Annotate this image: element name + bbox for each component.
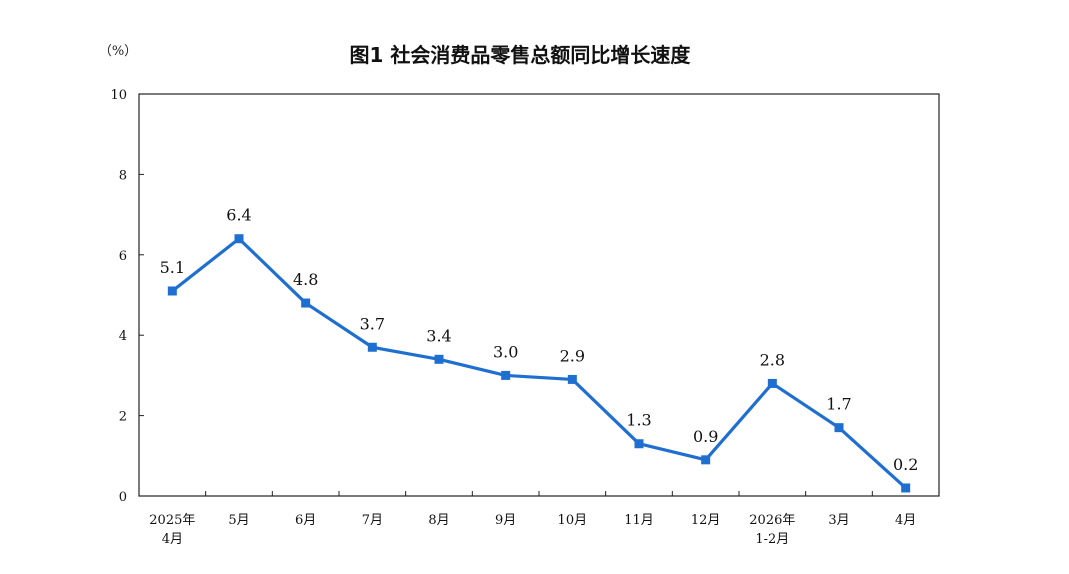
series-line: [170, 237, 908, 490]
data-point-marker: [834, 423, 844, 433]
data-point-marker: [301, 298, 311, 308]
x-tick-label: 5月: [228, 513, 249, 528]
x-tick-label: 12月: [691, 513, 721, 528]
x-tick-label: 2026年: [749, 513, 795, 528]
data-label: 0.2: [893, 455, 918, 474]
x-tick-label: 10月: [558, 513, 588, 528]
data-label: 0.9: [693, 427, 718, 446]
data-point-marker: [501, 370, 511, 380]
data-label: 4.8: [293, 270, 318, 289]
data-point-marker: [567, 374, 577, 384]
x-tick-label: 3月: [828, 513, 849, 528]
data-label: 3.7: [360, 314, 385, 333]
data-point-marker: [767, 378, 777, 388]
x-tick-label: 9月: [495, 513, 516, 528]
chart-title: 图1 社会消费品零售总额同比增长速度: [350, 43, 692, 67]
x-tick-label: 11月: [624, 513, 654, 528]
data-point-marker: [701, 455, 711, 465]
y-tick-label: 8: [119, 168, 127, 183]
y-tick-label: 4: [119, 329, 127, 344]
data-label: 2.8: [760, 350, 785, 369]
data-label: 3.0: [493, 342, 518, 361]
x-tick-label: 7月: [362, 513, 383, 528]
y-tick-label: 0: [119, 490, 127, 505]
data-label: 2.9: [560, 346, 585, 365]
x-tick-label: 2025年: [149, 513, 195, 528]
y-tick-label: 2: [119, 410, 127, 425]
data-label: 6.4: [226, 206, 251, 225]
data-label: 1.7: [826, 395, 851, 414]
data-point-marker: [634, 439, 644, 449]
data-label: 1.3: [626, 411, 651, 430]
x-tick-label: 1-2月: [755, 532, 789, 547]
data-point-marker: [367, 342, 377, 352]
data-label: 3.4: [426, 326, 451, 345]
y-axis-unit-label: （%）: [99, 44, 137, 59]
x-tick-label: 4月: [162, 532, 183, 547]
x-tick-label: 8月: [428, 513, 449, 528]
y-tick-label: 6: [119, 249, 127, 264]
data-point-marker: [234, 234, 244, 244]
data-point-marker: [434, 354, 444, 364]
y-tick-label: 10: [110, 88, 127, 103]
plot-frame: [138, 93, 940, 497]
data-label: 5.1: [160, 258, 185, 277]
x-tick-label: 6月: [295, 513, 316, 528]
data-point-marker: [167, 286, 177, 296]
data-point-marker: [901, 483, 911, 493]
x-tick-label: 4月: [895, 513, 916, 528]
